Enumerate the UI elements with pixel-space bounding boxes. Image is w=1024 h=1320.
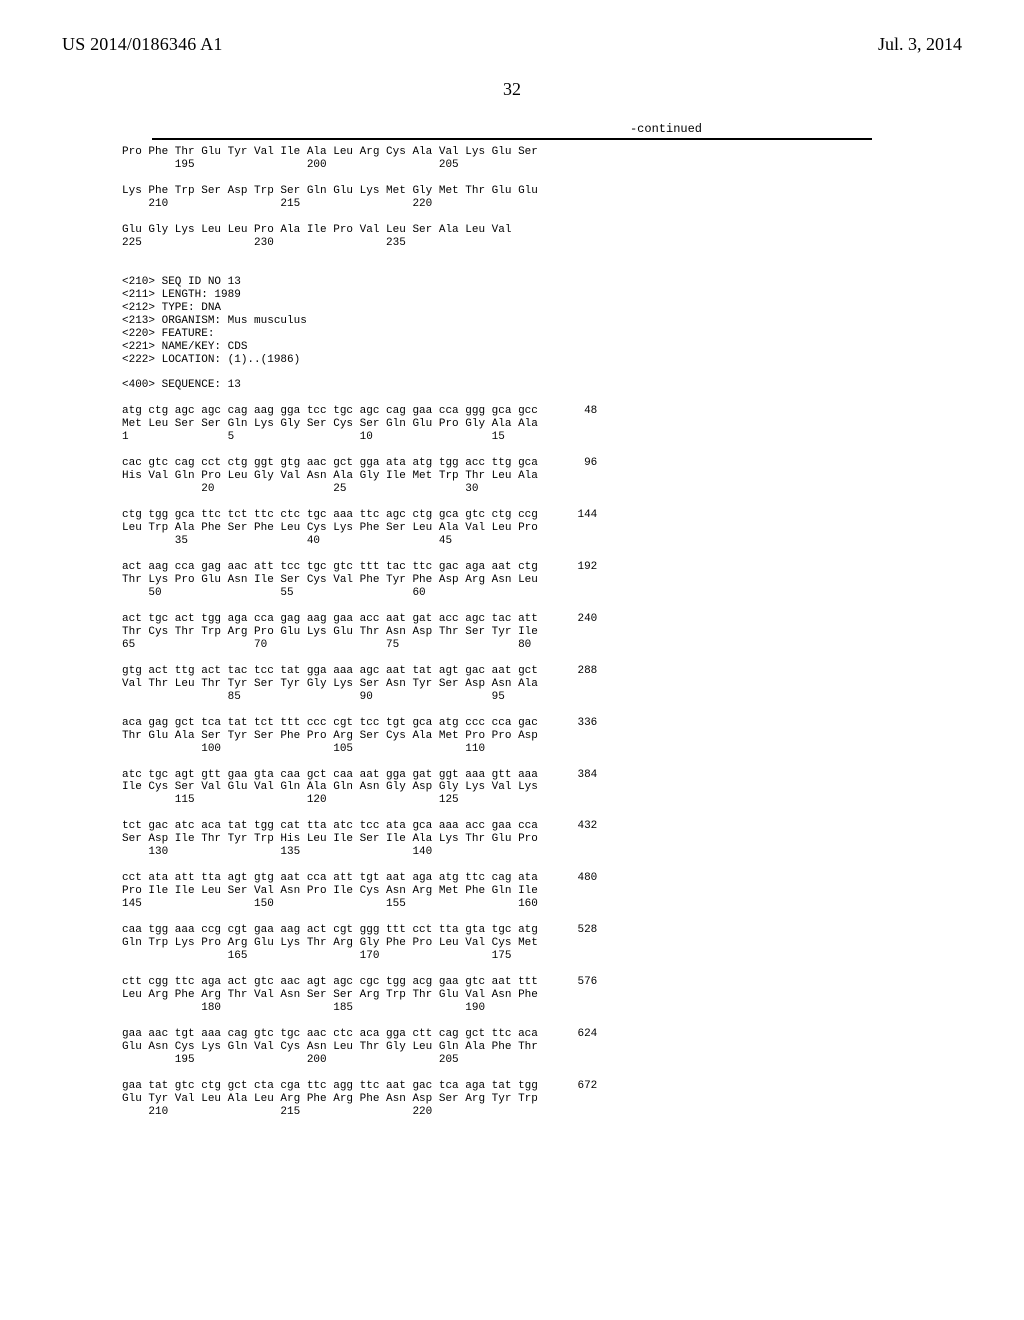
page-number: 32 bbox=[62, 79, 962, 100]
page: US 2014/0186346 A1 Jul. 3, 2014 32 -cont… bbox=[0, 0, 1024, 1320]
continued-rule bbox=[152, 138, 872, 140]
page-header: US 2014/0186346 A1 Jul. 3, 2014 bbox=[62, 34, 962, 55]
continued-label: -continued bbox=[152, 122, 872, 136]
publication-number: US 2014/0186346 A1 bbox=[62, 34, 223, 55]
sequence-listing: Pro Phe Thr Glu Tyr Val Ile Ala Leu Arg … bbox=[122, 146, 962, 1119]
publication-date: Jul. 3, 2014 bbox=[878, 34, 962, 55]
continued-block: -continued bbox=[152, 122, 872, 140]
